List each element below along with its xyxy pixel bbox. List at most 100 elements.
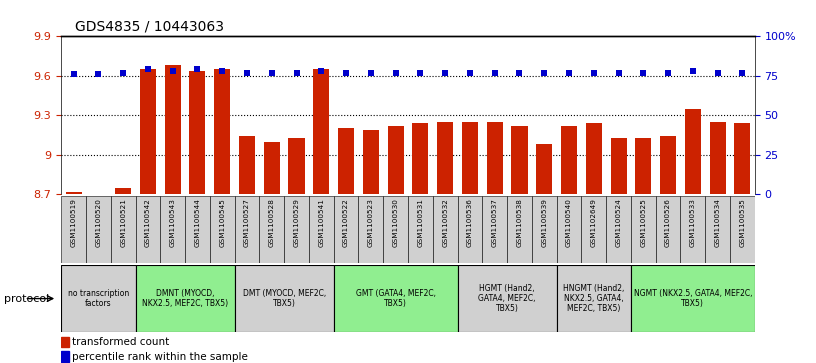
Point <box>463 70 477 76</box>
Text: GSM1100544: GSM1100544 <box>194 198 201 247</box>
Bar <box>334 196 358 263</box>
Bar <box>631 196 656 263</box>
Text: GSM1100534: GSM1100534 <box>715 198 721 247</box>
Text: protocol: protocol <box>4 294 49 303</box>
Point <box>389 70 402 76</box>
Bar <box>557 196 581 263</box>
Text: GSM1100531: GSM1100531 <box>418 198 424 247</box>
Text: GSM1100530: GSM1100530 <box>392 198 398 247</box>
Bar <box>408 196 432 263</box>
Point <box>513 70 526 76</box>
Bar <box>363 130 379 194</box>
Bar <box>264 142 280 194</box>
Point <box>141 66 154 72</box>
Text: transformed count: transformed count <box>72 337 169 347</box>
Text: GSM1100521: GSM1100521 <box>120 198 126 247</box>
Point <box>215 68 228 74</box>
Point <box>339 70 353 76</box>
Point <box>588 70 601 76</box>
Point <box>488 70 501 76</box>
Text: no transcription
factors: no transcription factors <box>68 289 129 308</box>
Point <box>364 70 377 76</box>
Text: HNGMT (Hand2,
NKX2.5, GATA4,
MEF2C, TBX5): HNGMT (Hand2, NKX2.5, GATA4, MEF2C, TBX5… <box>563 284 624 314</box>
Text: NGMT (NKX2.5, GATA4, MEF2C,
TBX5): NGMT (NKX2.5, GATA4, MEF2C, TBX5) <box>633 289 752 308</box>
Bar <box>705 196 730 263</box>
Bar <box>536 144 552 194</box>
Bar <box>358 196 384 263</box>
Bar <box>309 196 334 263</box>
Bar <box>656 196 681 263</box>
Text: DMNT (MYOCD,
NKX2.5, MEF2C, TBX5): DMNT (MYOCD, NKX2.5, MEF2C, TBX5) <box>142 289 228 308</box>
Text: GSM1100540: GSM1100540 <box>566 198 572 247</box>
Text: GSM1100537: GSM1100537 <box>492 198 498 247</box>
Point <box>439 70 452 76</box>
Bar <box>289 138 304 194</box>
Point <box>92 71 105 77</box>
Point <box>736 70 749 76</box>
Bar <box>507 196 532 263</box>
Point <box>241 70 254 76</box>
Bar <box>214 69 230 194</box>
Bar <box>140 69 156 194</box>
Bar <box>458 196 482 263</box>
Point <box>636 70 650 76</box>
Text: GSM1100543: GSM1100543 <box>170 198 175 247</box>
Text: GSM1100545: GSM1100545 <box>220 198 225 247</box>
Point <box>662 70 675 76</box>
Text: GSM1100542: GSM1100542 <box>145 198 151 247</box>
Bar <box>412 123 428 194</box>
Bar <box>239 136 255 194</box>
Bar <box>512 126 527 194</box>
Text: GSM1100522: GSM1100522 <box>343 198 349 247</box>
Bar <box>561 126 577 194</box>
Bar <box>115 188 131 194</box>
Bar <box>681 196 705 263</box>
Point <box>265 70 278 76</box>
Text: DMT (MYOCD, MEF2C,
TBX5): DMT (MYOCD, MEF2C, TBX5) <box>242 289 326 308</box>
Bar <box>259 196 284 263</box>
Point <box>538 70 551 76</box>
Bar <box>86 196 111 263</box>
Text: HGMT (Hand2,
GATA4, MEF2C,
TBX5): HGMT (Hand2, GATA4, MEF2C, TBX5) <box>478 284 536 314</box>
Bar <box>165 65 180 194</box>
Bar <box>210 196 235 263</box>
Point <box>315 68 328 74</box>
Bar <box>462 122 478 194</box>
Text: GSM1100527: GSM1100527 <box>244 198 250 247</box>
Text: GSM1100520: GSM1100520 <box>95 198 101 247</box>
Text: GSM1100523: GSM1100523 <box>368 198 374 247</box>
Bar <box>458 265 557 332</box>
Bar <box>610 138 627 194</box>
Text: GMT (GATA4, MEF2C,
TBX5): GMT (GATA4, MEF2C, TBX5) <box>356 289 436 308</box>
Text: percentile rank within the sample: percentile rank within the sample <box>72 352 247 362</box>
Bar <box>586 123 602 194</box>
Bar <box>313 69 330 194</box>
Bar <box>111 196 135 263</box>
Bar <box>235 265 334 332</box>
Point <box>117 70 130 76</box>
Bar <box>685 109 701 194</box>
Text: GSM1100525: GSM1100525 <box>641 198 646 247</box>
Text: GSM1100536: GSM1100536 <box>467 198 473 247</box>
Bar <box>65 192 82 194</box>
Bar <box>482 196 507 263</box>
Point <box>711 70 724 76</box>
Bar <box>185 196 210 263</box>
Bar <box>557 265 631 332</box>
Bar <box>61 196 86 263</box>
Text: GSM1100533: GSM1100533 <box>690 198 696 247</box>
Text: GSM1100524: GSM1100524 <box>615 198 622 247</box>
Text: GSM1100519: GSM1100519 <box>71 198 77 247</box>
Text: GSM1102649: GSM1102649 <box>591 198 596 247</box>
Point <box>166 68 180 74</box>
Bar <box>61 337 69 347</box>
Bar <box>384 196 408 263</box>
Bar <box>189 70 206 194</box>
Bar <box>388 126 404 194</box>
Bar <box>734 123 751 194</box>
Bar <box>61 351 69 362</box>
Point <box>67 71 80 77</box>
Bar <box>631 265 755 332</box>
Text: GSM1100529: GSM1100529 <box>294 198 299 247</box>
Bar <box>135 265 235 332</box>
